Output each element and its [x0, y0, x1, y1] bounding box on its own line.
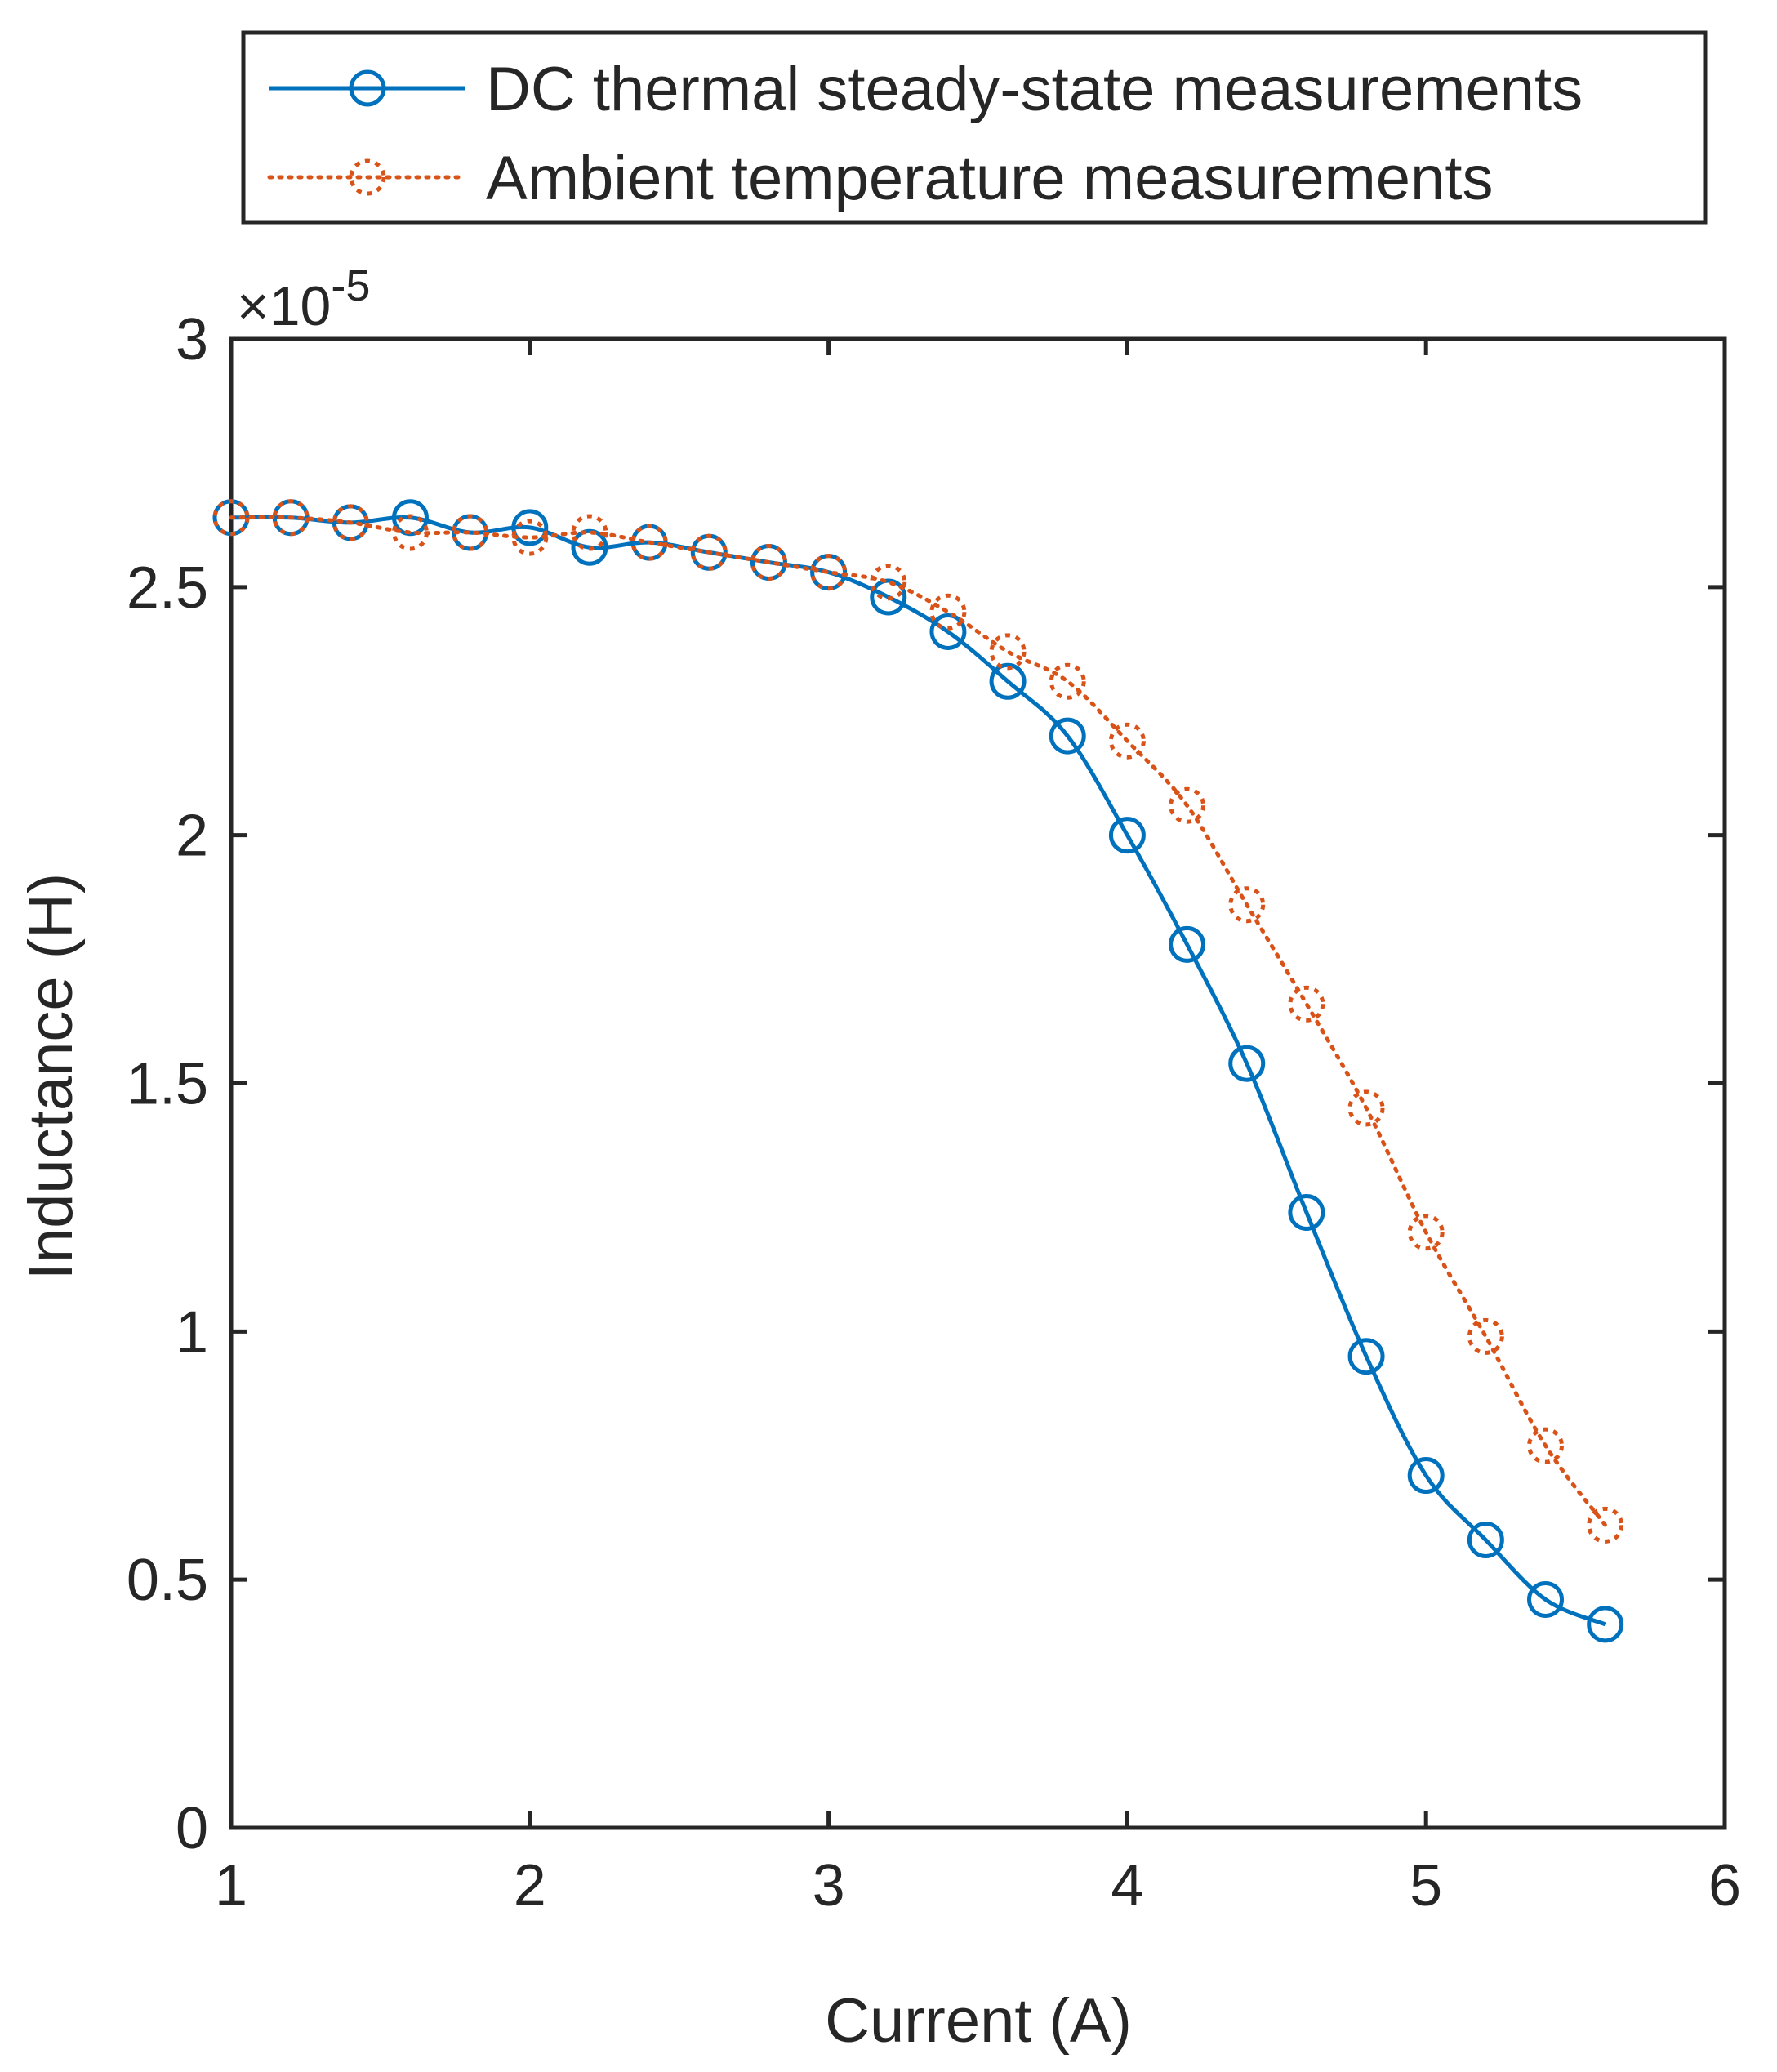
data-point — [1527, 1580, 1565, 1618]
data-point — [1587, 1506, 1624, 1544]
data-point — [1228, 886, 1266, 924]
series-1 — [212, 499, 1624, 1544]
data-point — [929, 593, 967, 631]
x-tick-label: 1 — [215, 1853, 247, 1918]
data-point — [1049, 662, 1086, 700]
legend-marker-ambient — [349, 158, 386, 196]
data-point — [929, 613, 967, 651]
data-point — [1467, 1522, 1504, 1559]
legend-marker-dc — [349, 69, 386, 107]
data-point — [1288, 1193, 1325, 1231]
data-point — [690, 533, 728, 571]
data-point — [1169, 786, 1206, 824]
series-0 — [212, 499, 1624, 1643]
data-point — [511, 509, 549, 546]
data-point — [272, 499, 310, 537]
y-tick-label: 1.5 — [127, 1052, 208, 1117]
data-point — [630, 524, 668, 561]
data-point — [1108, 817, 1146, 854]
series-line-1 — [229, 515, 1608, 1527]
data-point — [1527, 1427, 1565, 1464]
data-point — [1587, 1606, 1624, 1643]
data-point — [870, 578, 907, 616]
data-point — [810, 554, 848, 591]
data-point — [511, 519, 549, 556]
legend-entry-ambient: Ambient temperature measurements — [267, 144, 1493, 213]
data-point — [989, 633, 1027, 671]
y-tick-label: 0 — [176, 1796, 208, 1861]
data-point — [212, 499, 250, 537]
data-point — [750, 543, 787, 581]
legend-box — [241, 30, 1708, 225]
data-point — [1169, 925, 1206, 963]
data-point — [452, 514, 489, 551]
data-point — [1288, 985, 1325, 1023]
data-point — [1108, 722, 1146, 760]
x-tick-label: 3 — [813, 1853, 845, 1918]
data-point — [989, 662, 1027, 700]
data-point — [1407, 1457, 1445, 1495]
data-point — [332, 504, 369, 541]
x-axis-label: Current (A) — [825, 1986, 1132, 2056]
y-tick-label: 1 — [176, 1299, 208, 1365]
x-tick-label: 2 — [514, 1853, 546, 1918]
y-exponent-label: ×10-5 — [237, 261, 370, 337]
y-tick-label: 3 — [176, 307, 208, 372]
data-point — [1049, 717, 1086, 755]
data-point — [1347, 1089, 1385, 1127]
series-layer — [212, 499, 1624, 1643]
legend-entry-dc: DC thermal steady-state measurements — [269, 55, 1583, 124]
x-tick-label: 4 — [1111, 1853, 1143, 1918]
data-point — [870, 564, 907, 601]
data-point — [1407, 1214, 1445, 1251]
y-exponent-base: ×10 — [237, 275, 331, 337]
series-line-0 — [230, 515, 1606, 1627]
legend-label-dc: DC thermal steady-state measurements — [486, 55, 1583, 124]
y-axis-label: Inductance (H) — [16, 873, 86, 1280]
data-point — [1228, 1045, 1266, 1082]
data-point — [1347, 1338, 1385, 1375]
data-point — [571, 528, 608, 566]
y-exponent-power: -5 — [331, 261, 370, 310]
y-tick-label: 0.5 — [127, 1548, 208, 1613]
legend: DC thermal steady-state measurements Amb… — [241, 30, 1708, 225]
data-point — [1467, 1317, 1504, 1355]
axes: 1 2 3 4 5 6 0 0.5 1 1.5 2 2.5 3 — [127, 307, 1741, 1918]
x-tick-label: 5 — [1410, 1853, 1442, 1918]
data-point — [571, 514, 608, 551]
data-point — [391, 514, 429, 551]
y-tick-label: 2.5 — [127, 555, 208, 621]
legend-label-ambient: Ambient temperature measurements — [486, 144, 1493, 213]
plot-area-box — [229, 336, 1727, 1830]
data-point — [391, 499, 429, 537]
y-tick-label: 2 — [176, 804, 208, 869]
x-tick-label: 6 — [1708, 1853, 1741, 1918]
